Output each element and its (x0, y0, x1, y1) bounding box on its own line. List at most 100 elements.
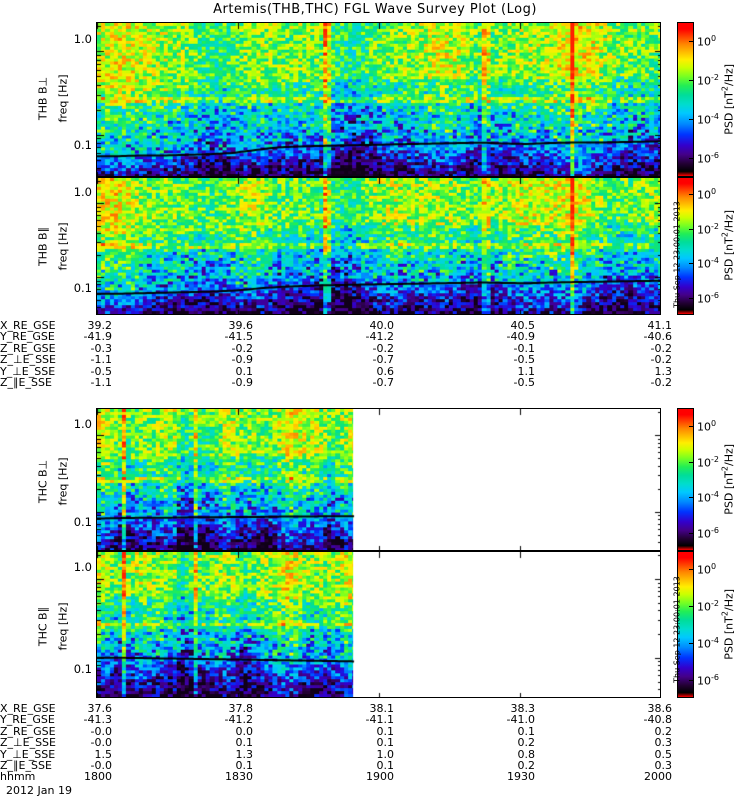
axis-annotation-value: 40.0 (369, 319, 395, 332)
axis-annotation-value: -41.2 (224, 713, 253, 727)
axis-label-freq-1: freq [Hz] (56, 74, 70, 123)
ytick-1-0p1: 0.1 (73, 138, 92, 152)
axis-annotation-value: 37.8 (228, 702, 254, 715)
axis-annotation-row: X_RE_GSE 39.2 39.6 40.0 40.5 41.1 (0, 319, 750, 332)
axis-annotation-label: hhmm (0, 770, 36, 784)
colorbar-tick-label: 100 (697, 187, 717, 202)
colorbar-tick-label: 10-4 (697, 111, 719, 127)
ytick-2-1p0: 1.0 (73, 185, 92, 199)
axis-annotation-value: 1.5 (94, 747, 113, 761)
axis-annotation-value: 0.1 (235, 736, 254, 750)
colorbar-tick-label: 10-2 (697, 221, 719, 237)
axis-annotation-table-bottom: X_RE_GSE 37.6 37.8 38.1 38.3 38.6 Y_RE_GSE -41.… (0, 703, 750, 783)
axis-annotation-row: Z_RE_GSE -0.0 0.0 0.1 0.1 0.2 (0, 724, 750, 738)
axis-annotation-value: -0.9 (231, 353, 253, 367)
colorbar-tick-mark (689, 462, 694, 463)
axis-annotation-value: -0.9 (231, 375, 253, 389)
axis-annotation-value: 0.1 (376, 724, 395, 738)
axis-annotation-label: Z_RE_GSE (0, 341, 56, 355)
colorbar-tick-label: 10-6 (697, 526, 719, 541)
colorbar-tick-mark (689, 497, 694, 498)
axis-annotation-value: -0.0 (90, 736, 112, 750)
axis-annotation-label: Y_RE_GSE (0, 713, 55, 727)
colorbar-tick-label: 10-2 (697, 454, 719, 470)
ytick-2-0p1: 0.1 (73, 281, 92, 295)
axis-annotation-label: Z_∥E_SSE (0, 758, 52, 772)
axis-annotation-table-top: X_RE_GSE 39.2 39.6 40.0 40.5 41.1 Y_RE_GSE -41.… (0, 319, 750, 389)
colorbar-thc-bpar (677, 551, 694, 698)
axis-annotation-row: Z_⊥E_SSE -0.0 0.1 0.1 0.2 0.3 (0, 736, 750, 750)
gyrofrequency-line (97, 178, 660, 314)
page-title: Artemis(THB,THC) FGL Wave Survey Plot (L… (213, 2, 537, 17)
colorbar-tick-label: 100 (697, 418, 717, 434)
colorbar-tick-mark (689, 426, 694, 427)
axis-annotation-label: Z_⊥E_SSE (0, 353, 56, 367)
spectrogram-panel-thb-bpar[interactable] (96, 177, 661, 315)
axis-annotation-value: 0.1 (376, 758, 395, 772)
spectrogram-panel-thc-bperp[interactable] (96, 408, 661, 551)
colorbar-axis-title: PSD [nT2/Hz] (720, 443, 736, 515)
spectrogram-panel-thb-bperp[interactable] (96, 22, 661, 177)
panel-label-thc-bperp: THC B⊥ (36, 459, 50, 504)
colorbar-tick-label: 100 (697, 34, 717, 50)
colorbar-tick-mark (689, 533, 694, 534)
axis-annotation-value: 0.3 (654, 736, 673, 750)
axis-annotation-row: hhmm 1800 1830 1900 1930 2000 (0, 770, 750, 784)
colorbar-thc-bperp (677, 408, 694, 551)
axis-annotation-value: -0.0 (90, 724, 112, 738)
panel-label-thb-bpar: THB B∥ (36, 226, 50, 267)
axis-annotation-value: -0.5 (513, 375, 535, 389)
axis-annotation-value: 1.3 (654, 364, 673, 378)
colorbar-tick-mark (689, 158, 694, 159)
colorbar-tick-mark (689, 229, 694, 230)
axis-annotation-value: 1930 (507, 770, 535, 784)
colorbar-tick-label: 10-2 (697, 599, 719, 614)
colorbar-thb-bperp (677, 22, 694, 177)
axis-annotation-value: 1.0 (376, 747, 395, 761)
axis-annotation-row: Y_⊥E_SSE 1.5 1.3 1.0 0.8 0.5 (0, 747, 750, 761)
axis-annotation-row: Y_RE_GSE -41.9 -41.5 -41.2 -40.9 -40.6 (0, 330, 750, 344)
axis-annotation-row: Z_⊥E_SSE -1.1 -0.9 -0.7 -0.5 -0.2 (0, 353, 750, 367)
colorbar-tick-label: 10-4 (697, 635, 719, 651)
colorbar-tick-mark (689, 680, 694, 681)
colorbar-tick-label: 10-6 (697, 672, 719, 688)
axis-annotation-value: -0.2 (650, 353, 672, 367)
colorbar-axis-title: PSD [nT2/Hz] (720, 209, 736, 281)
axis-annotation-value: -40.6 (643, 330, 672, 344)
axis-annotation-value: -41.1 (365, 713, 394, 727)
colorbar-thb-bpar (677, 177, 694, 315)
colorbar-tick-mark (689, 80, 694, 81)
axis-annotation-row: Z_∥E_SSE -0.0 0.1 0.1 0.2 0.3 (0, 758, 750, 772)
axis-annotation-value: -41.5 (224, 330, 253, 344)
axis-annotation-value: 41.1 (647, 319, 673, 332)
axis-annotation-label: Z_∥E_SSE (0, 375, 52, 389)
gyrofrequency-line (97, 552, 660, 697)
axis-annotation-value: -0.7 (372, 353, 394, 367)
axis-annotation-value: -41.3 (83, 713, 112, 727)
axis-annotation-row: Z_∥E_SSE -1.1 -0.9 -0.7 -0.5 -0.2 (0, 375, 750, 389)
colorbar-tick-mark (689, 298, 694, 299)
axis-annotation-value: 0.3 (654, 758, 673, 772)
colorbar-tick-mark (689, 606, 694, 607)
axis-annotation-value: 2000 (644, 770, 672, 784)
spectrogram-panel-thc-bpar[interactable] (96, 551, 661, 698)
axis-annotation-value: -0.1 (513, 341, 535, 355)
axis-annotation-value: 1900 (366, 770, 394, 784)
colorbar-tick-mark (689, 263, 694, 264)
axis-annotation-value: 0.1 (235, 364, 254, 378)
axis-annotation-value: -41.2 (365, 330, 394, 344)
axis-annotation-value: 0.2 (517, 758, 536, 772)
axis-annotation-value: 0.5 (654, 747, 673, 761)
colorbar-tick-mark (689, 643, 694, 644)
axis-annotation-label: Y_RE_GSE (0, 330, 55, 344)
axis-annotation-value: 0.1 (376, 736, 395, 750)
gyrofrequency-line (97, 23, 660, 176)
axis-annotation-value: 39.2 (87, 319, 113, 332)
axis-annotation-label: Z_RE_GSE (0, 724, 56, 738)
axis-annotation-value: -0.5 (90, 364, 112, 378)
axis-annotation-value: -40.8 (643, 713, 672, 727)
axis-annotation-value: 1800 (84, 770, 112, 784)
panel-label-thb-bperp: THB B⊥ (36, 76, 50, 121)
axis-annotation-value: -1.1 (90, 375, 112, 389)
axis-annotation-value: -0.3 (90, 341, 112, 355)
